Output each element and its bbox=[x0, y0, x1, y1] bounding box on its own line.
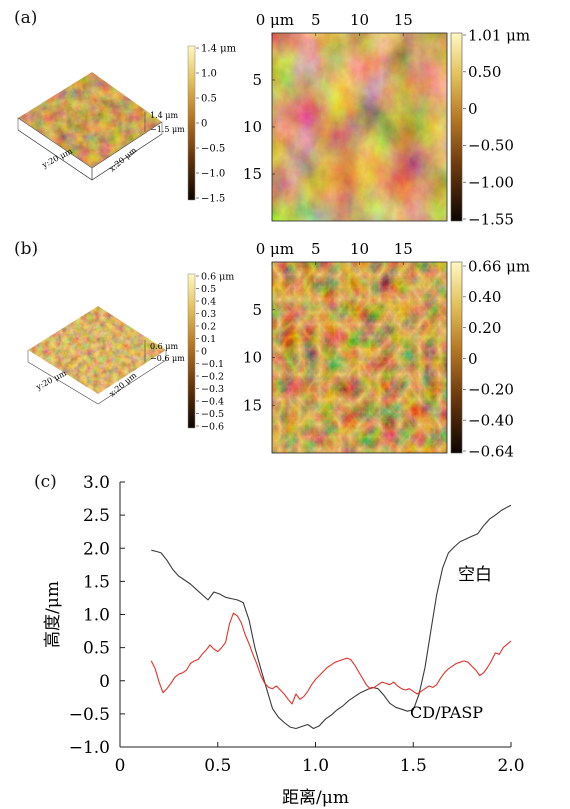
annotation-cd-pasp: CD/PASP bbox=[410, 703, 483, 722]
x-axis-label: 距离/μm bbox=[282, 788, 349, 808]
map-a-y-tick-label: 15 bbox=[243, 165, 262, 183]
afm-map-a: 0 μm 5 10 15 5 10 15 bbox=[243, 11, 448, 222]
colorbar-left-b-tick-label: −0.6 bbox=[201, 421, 224, 432]
annotation-blank: 空白 bbox=[458, 565, 492, 585]
colorbar-left-a-tick-label: 0.5 bbox=[201, 94, 217, 105]
panel-label-a: (a) bbox=[14, 8, 38, 28]
series-line-1 bbox=[150, 612, 512, 705]
map-a-x-tick-label: 15 bbox=[394, 11, 413, 29]
y-tick-label: 2.5 bbox=[83, 506, 110, 526]
surface3d-a-y-label: y:20 μm bbox=[40, 146, 74, 170]
colorbar-right-b-tick-label: 0.20 bbox=[468, 319, 501, 337]
map-b-y-tick-label: 5 bbox=[252, 301, 262, 319]
y-tick-label: 3.0 bbox=[83, 473, 110, 493]
colorbar-left-b-tick-label: −0.5 bbox=[201, 409, 224, 420]
surface3d-a: y:20 μm x:20 μm 1.4 μm −1.5 μm bbox=[17, 72, 185, 181]
colorbar-left-b-tick-label: 0.5 bbox=[201, 284, 216, 295]
colorbar-right-a-tick-label: 0.50 bbox=[468, 63, 501, 81]
surface3d-b-y-label: y:20 μm bbox=[34, 368, 68, 392]
map-b-y-tick-label: 10 bbox=[243, 349, 262, 367]
map-a-y-tick-label: 10 bbox=[243, 118, 262, 136]
colorbar-left-b-tick-label: 0.4 bbox=[201, 296, 216, 307]
colorbar-right-b: 0.66 μm 0.40 0.20 0 −0.20 −0.40 −0.64 bbox=[450, 257, 530, 460]
surface3d-b-z-bottom: −0.6 μm bbox=[150, 354, 185, 363]
surface3d-a-z-bottom: −1.5 μm bbox=[150, 125, 185, 134]
y-axis-label: 高度/μm bbox=[43, 581, 63, 648]
line-chart: 0 0.5 1.0 1.5 2.0 −1.0 −0.5 0 0.5 1.0 1.5 2.0 2.5 3.… bbox=[43, 473, 525, 808]
y-tick-label: 2.0 bbox=[83, 539, 110, 559]
map-b-x-tick-label: 0 μm bbox=[256, 240, 294, 258]
colorbar-left-b: 0.6 μm 0.50.4 0.30.2 0.10 −0.1−0.2 −0.3−0.4 −0… bbox=[187, 271, 234, 432]
colorbar-left-a: 1.4 μm 1.0 0.5 0 −0.5 −1.0 −1.5 bbox=[187, 44, 237, 205]
x-tick-label: 0.5 bbox=[204, 756, 231, 776]
y-tick-label: 0.5 bbox=[83, 639, 110, 659]
colorbar-left-b-tick-label: −0.4 bbox=[201, 396, 224, 407]
y-tick-label: −1.0 bbox=[69, 738, 110, 758]
colorbar-right-b-tick-label: −0.40 bbox=[468, 411, 514, 429]
colorbar-right-a-tick-label: −1.55 bbox=[468, 210, 514, 228]
panel-label-c: (c) bbox=[34, 472, 57, 492]
map-a-x-tick-label: 0 μm bbox=[256, 11, 294, 29]
x-tick-label: 1.5 bbox=[400, 756, 427, 776]
afm-map-b: 0 μm 5 10 15 5 10 15 bbox=[243, 240, 448, 454]
map-b-x-tick-label: 10 bbox=[350, 240, 369, 258]
colorbar-left-a-tick-label: −0.5 bbox=[201, 144, 225, 155]
colorbar-right-b-tick-label: 0 bbox=[468, 350, 478, 368]
colorbar-left-b-tick-label: 0.1 bbox=[201, 334, 216, 345]
colorbar-right-a-tick-label: 1.01 μm bbox=[468, 26, 530, 44]
x-tick-label: 2.0 bbox=[497, 756, 524, 776]
y-tick-label: 1.5 bbox=[83, 572, 110, 592]
panel-label-b: (b) bbox=[14, 239, 39, 259]
colorbar-left-b-tick-label: 0.6 μm bbox=[201, 271, 234, 282]
colorbar-left-b-tick-label: −0.2 bbox=[201, 371, 224, 382]
colorbar-right-a-tick-label: −0.50 bbox=[468, 137, 514, 155]
colorbar-right-b-tick-label: 0.66 μm bbox=[468, 257, 530, 275]
colorbar-left-a-tick-label: −1.5 bbox=[201, 194, 225, 205]
colorbar-right-b-tick-label: −0.20 bbox=[468, 381, 514, 399]
surface3d-b: y:20 μm x:20 μm 0.6 μm −0.6 μm bbox=[27, 306, 185, 405]
y-tick-label: −0.5 bbox=[69, 705, 110, 725]
colorbar-left-b-tick-label: 0.2 bbox=[201, 321, 216, 332]
colorbar-right-a-tick-label: 0 bbox=[468, 100, 478, 118]
map-b-x-tick-label: 15 bbox=[394, 240, 413, 258]
map-b-x-tick-label: 5 bbox=[311, 240, 321, 258]
colorbar-left-b-tick-label: 0.3 bbox=[201, 309, 216, 320]
colorbar-right-b-tick-label: −0.64 bbox=[468, 442, 514, 460]
colorbar-left-b-tick-label: 0 bbox=[201, 346, 207, 357]
x-tick-label: 1.0 bbox=[302, 756, 329, 776]
y-tick-label: 0 bbox=[99, 672, 110, 692]
map-a-x-tick-label: 10 bbox=[350, 11, 369, 29]
surface3d-b-z-top: 0.6 μm bbox=[150, 342, 178, 351]
colorbar-left-a-tick-label: 0 bbox=[201, 119, 207, 130]
map-a-x-tick-label: 5 bbox=[311, 11, 321, 29]
surface3d-a-z-top: 1.4 μm bbox=[150, 111, 178, 120]
colorbar-left-b-tick-label: −0.3 bbox=[201, 384, 224, 395]
colorbar-right-a-tick-label: −1.00 bbox=[468, 173, 514, 191]
colorbar-left-a-tick-label: 1.4 μm bbox=[201, 44, 237, 55]
colorbar-left-b-tick-label: −0.1 bbox=[201, 359, 224, 370]
y-tick-label: 1.0 bbox=[83, 606, 110, 626]
map-b-y-tick-label: 15 bbox=[243, 396, 262, 414]
map-a-y-tick-label: 5 bbox=[252, 71, 262, 89]
colorbar-left-a-tick-label: −1.0 bbox=[201, 169, 225, 180]
colorbar-right-b-tick-label: 0.40 bbox=[468, 288, 501, 306]
colorbar-right-a: 1.01 μm 0.50 0 −0.50 −1.00 −1.55 bbox=[450, 26, 530, 228]
x-tick-label: 0 bbox=[115, 756, 126, 776]
series-line-0 bbox=[151, 504, 512, 730]
colorbar-left-a-tick-label: 1.0 bbox=[201, 69, 217, 80]
